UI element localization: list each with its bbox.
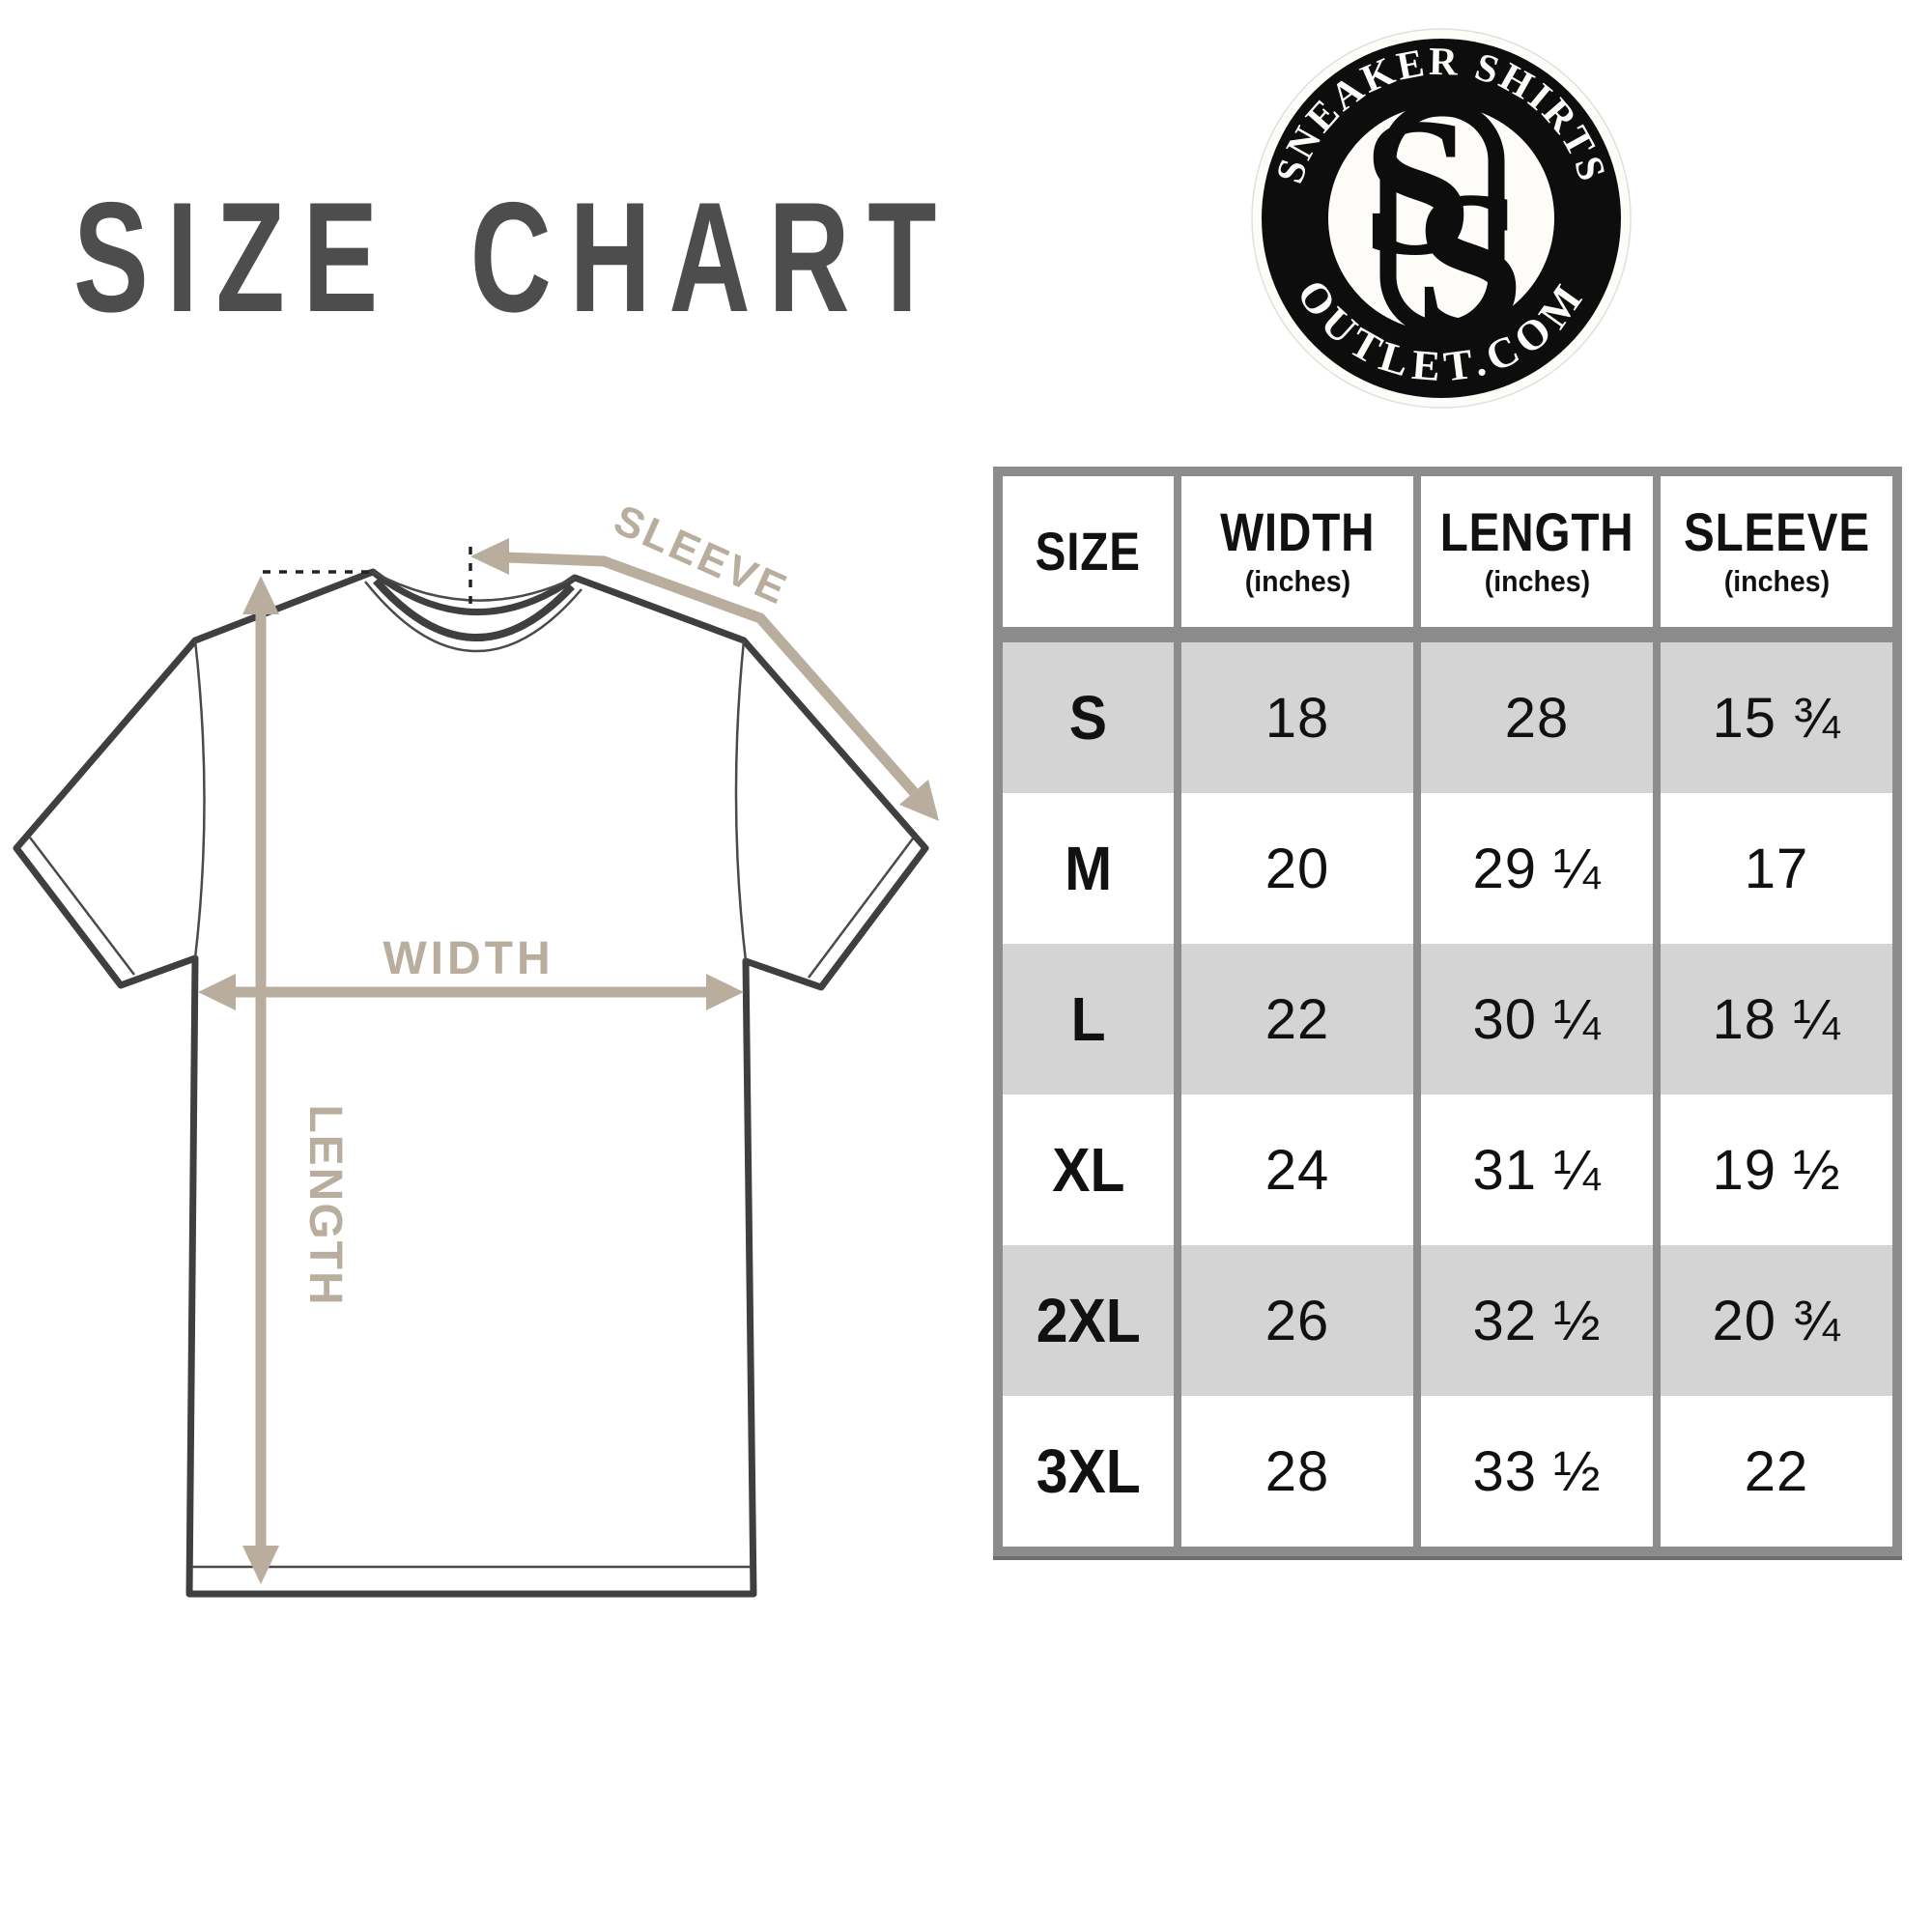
cell-2xl-size: 2XL <box>1003 1245 1174 1396</box>
col-header-sleeve: SLEEVE (inches) <box>1661 476 1892 642</box>
col-header-length: LENGTH (inches) <box>1421 476 1653 642</box>
col-header-size: SIZE <box>1003 476 1174 642</box>
sneaker-shirts-outlet-logo: SNEAKER SHIRTS OUTLET.COM S S <box>1251 28 1632 409</box>
cell-l-length: 30 ¼ <box>1421 944 1653 1094</box>
cell-s-size: S <box>1003 642 1174 793</box>
cell-xl-size: XL <box>1003 1094 1174 1245</box>
col-header-sleeve-label: SLEEVE <box>1683 501 1870 563</box>
col-header-width-units: (inches) <box>1244 563 1350 598</box>
cell-xl-sleeve: 19 ½ <box>1661 1094 1892 1245</box>
monogram-s1: S <box>1362 77 1472 297</box>
cell-3xl-length: 33 ½ <box>1421 1396 1653 1547</box>
logo-monogram: S S <box>1362 77 1524 370</box>
cell-3xl-width: 28 <box>1181 1396 1413 1547</box>
cell-m-length: 29 ¼ <box>1421 793 1653 944</box>
cell-s-width: 18 <box>1181 642 1413 793</box>
cell-3xl-sleeve: 22 <box>1661 1396 1892 1547</box>
length-label: LENGTH <box>299 1104 351 1306</box>
cell-s-length: 28 <box>1421 642 1653 793</box>
cell-l-width: 22 <box>1181 944 1413 1094</box>
cell-3xl-size: 3XL <box>1003 1396 1174 1547</box>
cell-l-size: L <box>1003 944 1174 1094</box>
cell-xl-length: 31 ¼ <box>1421 1094 1653 1245</box>
length-arrow <box>242 576 279 1584</box>
col-header-length-units: (inches) <box>1484 563 1590 598</box>
cell-m-width: 20 <box>1181 793 1413 944</box>
monogram-s2: S <box>1414 151 1524 370</box>
sleeve-arrow <box>470 538 939 821</box>
col-header-length-label: LENGTH <box>1439 501 1634 563</box>
width-label: WIDTH <box>383 933 554 984</box>
cell-2xl-sleeve: 20 ¾ <box>1661 1245 1892 1396</box>
cell-s-sleeve: 15 ¾ <box>1661 642 1892 793</box>
col-header-sleeve-units: (inches) <box>1723 563 1830 598</box>
cell-2xl-length: 32 ½ <box>1421 1245 1653 1396</box>
cell-xl-width: 24 <box>1181 1094 1413 1245</box>
guide-dotted-lines <box>263 547 472 609</box>
cell-m-sleeve: 17 <box>1661 793 1892 944</box>
tshirt-outline <box>13 568 929 1598</box>
page-title: SIZE CHART <box>73 170 955 345</box>
size-chart-table: SIZE WIDTH (inches) LENGTH (inches) SLEE… <box>993 467 1902 1556</box>
col-header-size-label: SIZE <box>1035 520 1142 582</box>
col-header-width-label: WIDTH <box>1219 501 1376 563</box>
width-arrow <box>198 974 744 1010</box>
cell-2xl-width: 26 <box>1181 1245 1413 1396</box>
col-header-width: WIDTH (inches) <box>1181 476 1413 642</box>
cell-l-sleeve: 18 ¼ <box>1661 944 1892 1094</box>
cell-m-size: M <box>1003 793 1174 944</box>
